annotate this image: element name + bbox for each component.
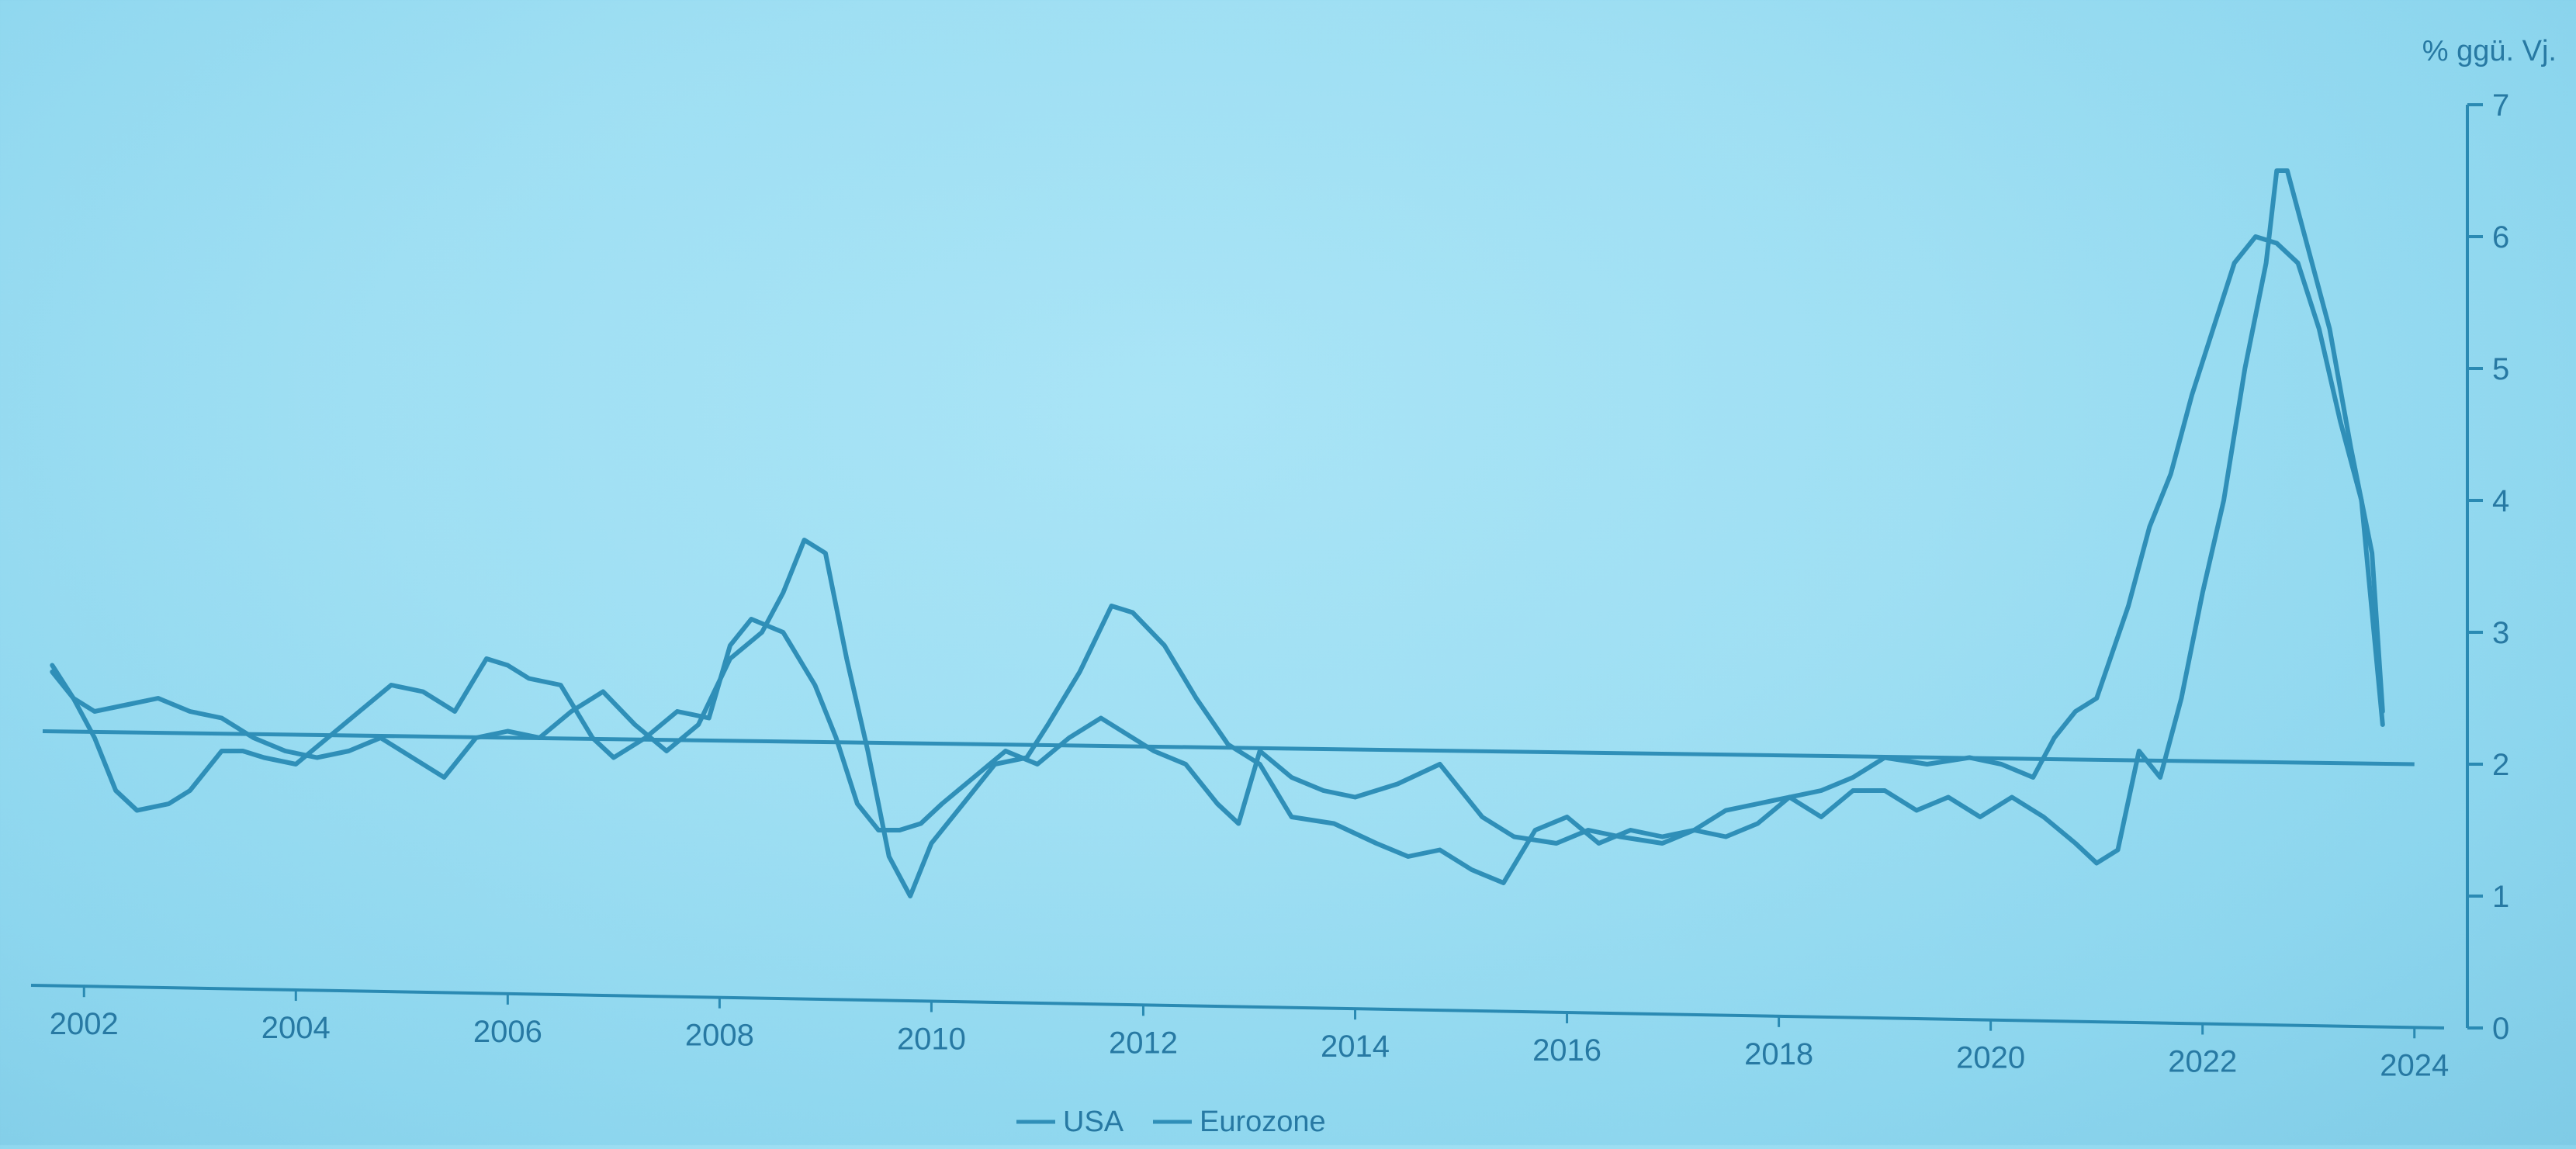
x-tick-label: 2006 <box>473 1015 542 1049</box>
x-tick-label: 2008 <box>685 1019 754 1053</box>
y-tick-label: 6 <box>2492 220 2509 254</box>
series-line-eurozone <box>50 168 2385 898</box>
x-tick-label: 2010 <box>897 1023 966 1057</box>
y-tick-label: 0 <box>2492 1012 2509 1046</box>
legend: USA Eurozone <box>1016 1106 1326 1138</box>
y-tick-label: 1 <box>2492 880 2509 914</box>
x-ticks: 2002 2004 2006 2008 2010 2012 2014 2016 2018 2020… <box>50 986 2449 1082</box>
x-axis-line <box>30 984 2445 1030</box>
y-tick-label: 3 <box>2492 616 2509 650</box>
y-tick-label: 7 <box>2492 88 2509 123</box>
y-ticks: 0 1 2 3 4 5 6 7 <box>2467 88 2509 1046</box>
y-unit-label: % ggü. Vj. <box>2422 35 2557 67</box>
x-tick-label: 2024 <box>2380 1048 2449 1082</box>
x-tick-label: 2002 <box>50 1007 119 1041</box>
x-tick-label: 2018 <box>1744 1037 1813 1071</box>
series-line-usa <box>50 234 2385 846</box>
x-tick-label: 2020 <box>1956 1041 2025 1075</box>
legend-label-eurozone: Eurozone <box>1200 1106 1326 1138</box>
reference-line <box>42 729 2415 767</box>
legend-label-usa: USA <box>1063 1106 1124 1138</box>
y-tick-label: 5 <box>2492 352 2509 386</box>
series-lines <box>50 168 2385 898</box>
x-tick-label: 2016 <box>1532 1033 1601 1068</box>
y-tick-label: 2 <box>2492 748 2509 782</box>
x-tick-label: 2022 <box>2168 1044 2237 1078</box>
x-tick-label: 2004 <box>261 1011 331 1045</box>
x-tick-label: 2014 <box>1321 1030 1390 1064</box>
y-tick-label: 4 <box>2492 484 2509 518</box>
x-tick-label: 2012 <box>1109 1026 1178 1060</box>
